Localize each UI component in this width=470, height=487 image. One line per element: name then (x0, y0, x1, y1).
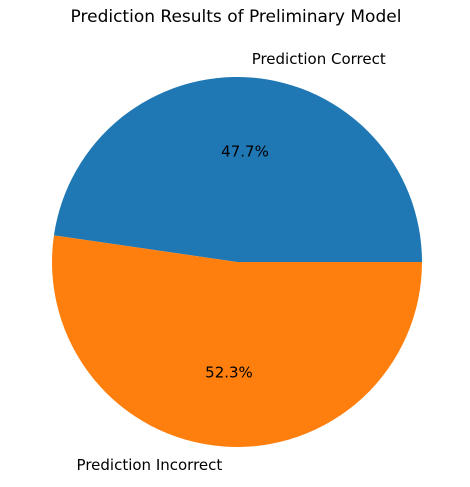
pie-slices (52, 76, 423, 447)
pie-category-label: Prediction Correct (252, 50, 386, 68)
pie-percent-label: 47.7% (221, 142, 269, 160)
pie-category-label: Prediction Incorrect (77, 456, 223, 474)
pie-slice-incorrect (52, 235, 422, 447)
pie-slice-correct (53, 76, 423, 263)
chart-title: Prediction Results of Preliminary Model (71, 7, 402, 27)
pie-percent-label: 52.3% (205, 364, 253, 382)
pie-labels: 47.7% Prediction Correct 52.3% Prediction I… (77, 50, 386, 474)
